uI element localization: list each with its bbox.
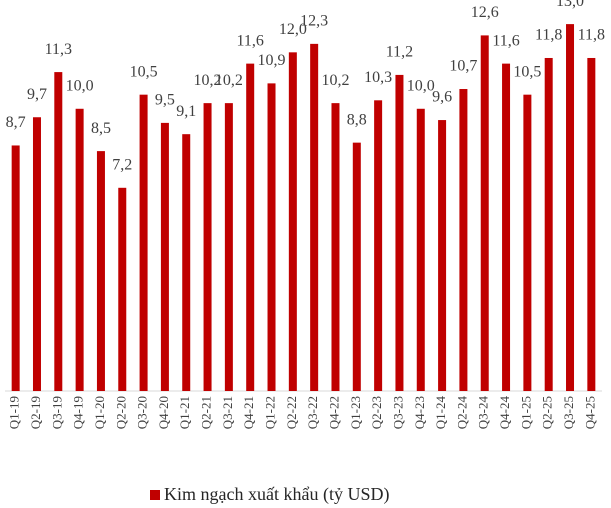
bar <box>438 120 447 392</box>
x-tick-label: Q3-19 <box>49 396 64 429</box>
data-label: 11,2 <box>386 44 413 61</box>
bar <box>75 108 84 392</box>
x-tick-label: Q2-19 <box>28 396 43 429</box>
data-label: 11,6 <box>492 32 519 49</box>
bar <box>32 117 41 391</box>
x-tick-label: Q4-19 <box>71 396 86 429</box>
legend-label: Kim ngạch xuất khẩu (tỷ USD) <box>164 484 389 505</box>
x-tick-label: Q4-21 <box>241 396 256 429</box>
x-tick-label: Q2-24 <box>454 396 469 430</box>
x-tick-label: Q4-25 <box>582 396 597 429</box>
bar <box>118 187 127 391</box>
data-label: 11,6 <box>236 32 263 49</box>
x-tick-label: Q2-22 <box>284 396 299 429</box>
bar <box>459 89 468 392</box>
x-tick-label: Q1-20 <box>92 396 107 429</box>
x-tick-label: Q3-25 <box>561 396 576 429</box>
data-label: 9,7 <box>27 86 47 103</box>
data-label: 8,5 <box>91 120 111 137</box>
x-tick-label: Q1-19 <box>7 396 22 429</box>
x-tick-label: Q3-20 <box>135 396 150 429</box>
data-label: 11,8 <box>535 27 562 44</box>
data-label: 9,1 <box>176 103 196 120</box>
bar <box>502 63 511 391</box>
bar <box>395 74 404 392</box>
x-tick-label: Q1-24 <box>433 396 448 430</box>
x-tick-label: Q4-23 <box>412 396 427 429</box>
x-tick-label: Q1-21 <box>177 396 192 429</box>
bar <box>288 52 297 391</box>
x-tick-label: Q4-22 <box>326 396 341 429</box>
bar <box>587 57 596 391</box>
bar <box>480 35 489 392</box>
bar <box>374 100 383 392</box>
bar <box>352 142 361 391</box>
bar <box>139 94 148 392</box>
data-label: 10,7 <box>449 58 477 75</box>
data-label: 7,2 <box>112 156 132 173</box>
bar <box>246 63 255 391</box>
data-label: 9,5 <box>155 92 175 109</box>
x-tick-label: Q4-24 <box>497 396 512 430</box>
bar <box>96 151 105 391</box>
x-tick-label: Q3-22 <box>305 396 320 429</box>
x-tick-label: Q1-22 <box>263 396 278 429</box>
bar <box>160 122 169 391</box>
x-tick-label: Q2-20 <box>113 396 128 429</box>
bar <box>267 83 276 391</box>
data-label: 12,0 <box>279 21 307 38</box>
bar <box>203 103 212 391</box>
data-label: 10,5 <box>130 63 158 80</box>
x-tick-label: Q3-23 <box>390 396 405 429</box>
bar <box>224 103 233 391</box>
bar <box>523 94 532 392</box>
bar <box>544 57 553 391</box>
legend-swatch <box>150 490 160 500</box>
data-label: 10,3 <box>364 69 392 86</box>
data-label: 13,0 <box>556 0 584 10</box>
x-tick-label: Q3-21 <box>220 396 235 429</box>
data-label: 12,6 <box>471 4 499 21</box>
bar <box>54 72 63 391</box>
data-label: 10,2 <box>215 72 243 89</box>
data-label: 8,7 <box>6 114 26 131</box>
bar <box>310 43 319 391</box>
data-label: 10,9 <box>258 52 286 69</box>
data-label: 10,5 <box>513 63 541 80</box>
data-label: 9,6 <box>432 89 452 106</box>
data-label: 10,0 <box>66 77 94 94</box>
x-tick-label: Q2-23 <box>369 396 384 429</box>
bar <box>416 108 425 392</box>
data-label: 10,2 <box>321 72 349 89</box>
data-label: 11,8 <box>578 27 605 44</box>
bar <box>566 24 575 391</box>
bar <box>331 103 340 391</box>
x-tick-label: Q3-24 <box>476 396 491 430</box>
x-tick-label: Q1-23 <box>348 396 363 429</box>
bar <box>182 134 191 391</box>
data-label: 10,2 <box>194 72 222 89</box>
x-tick-label: Q2-25 <box>540 396 555 429</box>
data-label: 12,3 <box>300 13 328 30</box>
data-label: 10,0 <box>407 77 435 94</box>
x-tick-label: Q2-21 <box>199 396 214 429</box>
x-tick-label: Q4-20 <box>156 396 171 429</box>
data-label: 8,8 <box>347 111 367 128</box>
bar <box>11 145 20 391</box>
data-label: 11,3 <box>45 41 72 58</box>
x-tick-label: Q1-25 <box>518 396 533 429</box>
